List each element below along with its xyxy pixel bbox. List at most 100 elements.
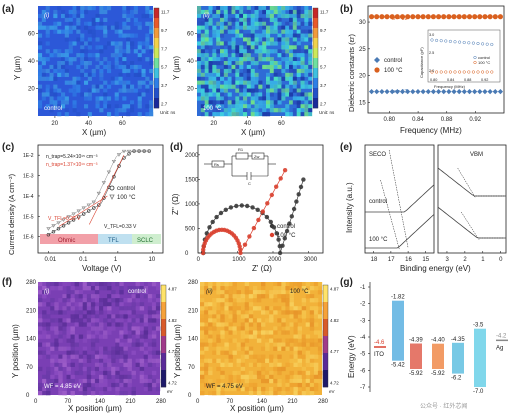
y-tick-label: 1E-2	[23, 153, 34, 159]
heatmap-cell	[254, 104, 259, 109]
heatmap-cell	[139, 358, 145, 363]
heatmap-cell	[58, 374, 63, 380]
heatmap-cell	[90, 326, 96, 331]
heatmap-cell	[135, 314, 140, 319]
heatmap-cell	[45, 33, 50, 38]
heatmap-cell	[313, 342, 319, 347]
heatmap-cell	[54, 330, 59, 335]
heatmap-cell	[72, 104, 77, 109]
heatmap-cell	[232, 286, 237, 291]
heatmap-cell	[252, 382, 258, 388]
heatmap-cell	[53, 104, 58, 109]
inset-y-tick-label: 3.0	[429, 33, 434, 37]
heatmap-cell	[236, 362, 241, 367]
heatmap-cell	[115, 354, 120, 359]
heatmap-cell	[305, 378, 311, 384]
heatmap-cell	[78, 302, 84, 307]
heatmap-cell	[231, 64, 236, 70]
heatmap-cell	[68, 49, 73, 54]
heatmap-cell	[147, 318, 153, 323]
heatmap-cell	[277, 346, 282, 351]
heatmap-cell	[220, 25, 225, 30]
heatmap-cell	[42, 334, 47, 339]
heatmap-cell	[305, 391, 311, 396]
heatmap-cell	[266, 76, 271, 81]
heatmap-cell	[114, 49, 119, 54]
heatmap-cell	[61, 57, 66, 62]
heatmap-cell	[281, 286, 286, 291]
colorbar-frame	[322, 284, 329, 388]
heatmap-cell	[200, 88, 205, 93]
heatmap-cell	[228, 378, 233, 384]
heatmap-cell	[204, 57, 209, 62]
heatmap-cell	[38, 342, 43, 347]
heatmap-cell	[110, 41, 115, 46]
heatmap-cell	[308, 53, 313, 58]
heatmap-cell	[137, 112, 142, 117]
heatmap-cell	[305, 386, 311, 392]
inset-point-control	[490, 42, 494, 47]
heatmap-cell	[135, 338, 140, 343]
heatmap-cell	[74, 382, 79, 388]
heatmap-cell	[204, 362, 209, 367]
heatmap-cell	[289, 286, 294, 291]
heatmap-cell	[76, 25, 81, 30]
heatmap-cell	[137, 64, 142, 70]
legend-marker-control	[109, 185, 115, 191]
heatmap-cell	[246, 92, 251, 97]
heatmap-cell	[273, 100, 278, 105]
heatmap-cell	[308, 84, 313, 89]
heatmap-cell	[239, 33, 244, 38]
heatmap-cell	[99, 61, 104, 66]
colorbar-segment	[154, 8, 159, 19]
heatmap-cell	[68, 61, 73, 66]
heatmap-cell	[99, 366, 104, 372]
heatmap-cell	[223, 41, 228, 46]
data-point	[81, 212, 86, 216]
heatmap-cell	[200, 37, 205, 42]
heatmap-cell	[133, 33, 138, 38]
heatmap-cell	[248, 290, 254, 295]
heatmap-cell	[99, 72, 104, 77]
heatmap-cell	[243, 80, 248, 85]
annotation-er-31: εr = 31	[392, 16, 407, 22]
heatmap-cell	[289, 302, 294, 307]
heatmap-cell	[58, 366, 63, 372]
heatmap-cell	[308, 96, 313, 101]
heatmap-cell	[126, 25, 131, 30]
heatmap-cell	[262, 92, 267, 97]
heatmap-cell	[216, 13, 221, 19]
heatmap-cell	[266, 53, 271, 58]
band-top-label: -4.35	[451, 337, 465, 343]
heatmap-cell	[204, 88, 209, 93]
heatmap-cell	[200, 330, 205, 335]
heatmap-cell	[38, 326, 43, 331]
heatmap-cell	[252, 362, 258, 367]
heatmap-cell	[46, 326, 51, 331]
heatmap-cell	[45, 57, 50, 62]
heatmap-cell	[46, 354, 51, 359]
heatmap-cell	[72, 6, 77, 11]
heatmap-cell	[273, 76, 278, 81]
heatmap-cell	[269, 358, 274, 363]
heatmap-cell	[266, 57, 271, 62]
heatmap-cell	[126, 64, 131, 70]
heatmap-cell	[244, 346, 250, 351]
heatmap-cell	[143, 362, 149, 367]
heatmap-cell	[269, 338, 274, 343]
heatmap-cell	[197, 80, 202, 85]
heatmap-cell	[250, 80, 255, 85]
heatmap-cell	[50, 298, 55, 303]
heatmap-cell	[54, 358, 59, 363]
heatmap-cell	[317, 302, 323, 307]
heatmap-cell	[220, 382, 225, 388]
energy-band-bar	[432, 343, 444, 369]
heatmap-cell	[216, 338, 221, 343]
heatmap-cell	[53, 88, 58, 93]
heatmap-cell	[266, 100, 271, 105]
heatmap-cell	[95, 96, 100, 101]
inset-x-tick-label: 0.84	[447, 78, 454, 82]
heatmap-cell	[151, 310, 157, 315]
data-point-control	[405, 89, 411, 95]
heatmap-cell	[313, 366, 319, 372]
